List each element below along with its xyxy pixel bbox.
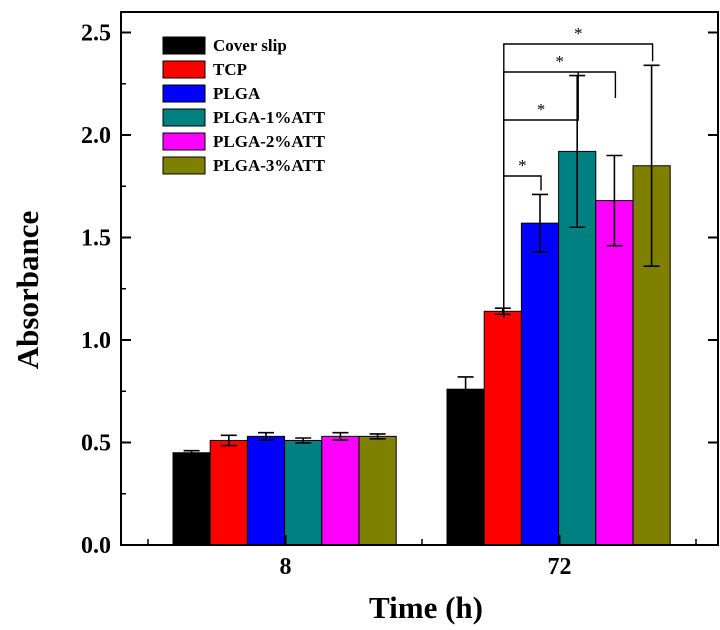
significance-star: * bbox=[555, 52, 564, 71]
significance-bracket: * bbox=[503, 24, 654, 318]
error-bar bbox=[532, 193, 548, 253]
significance-star: * bbox=[574, 24, 583, 43]
legend-label: PLGA-2%ATT bbox=[213, 132, 326, 151]
error-bar bbox=[220, 434, 237, 447]
significance-star: * bbox=[537, 100, 546, 119]
y-tick-label: 1.5 bbox=[81, 226, 111, 252]
bar-tcp-72 bbox=[483, 310, 522, 546]
bar-cover-slip-8 bbox=[172, 452, 211, 546]
error-bar bbox=[643, 64, 660, 268]
error-bar bbox=[258, 431, 274, 441]
error-bar bbox=[494, 307, 511, 316]
legend-label: PLGA bbox=[213, 84, 261, 103]
bar-plga-2-att-8 bbox=[321, 435, 360, 546]
legend-swatch bbox=[162, 108, 206, 127]
error-bar bbox=[183, 449, 200, 456]
plot-frame bbox=[120, 11, 719, 546]
y-tick-label: 0.5 bbox=[81, 431, 111, 457]
legend-label: Cover slip bbox=[213, 36, 287, 55]
bar-plga-1-att-8 bbox=[284, 439, 323, 546]
significance-brackets: * * * * bbox=[503, 24, 654, 318]
bars bbox=[172, 150, 671, 546]
x-tick-label-8: 8 bbox=[280, 554, 292, 580]
bar-plga-8 bbox=[246, 435, 286, 546]
legend-item-tcp: TCP bbox=[162, 60, 247, 79]
legend-swatch bbox=[162, 60, 206, 79]
x-tick-label-72: 72 bbox=[548, 554, 572, 580]
error-bars bbox=[183, 64, 660, 456]
bar-tcp-8 bbox=[209, 439, 248, 546]
legend: Cover slip TCP PLGA PLGA-1%ATT PLGA-2%ATT PLG… bbox=[162, 36, 326, 175]
legend-swatch bbox=[162, 36, 206, 55]
bar-cover-slip-72 bbox=[446, 388, 485, 546]
legend-label: PLGA-1%ATT bbox=[213, 108, 326, 127]
bracket-line bbox=[503, 43, 654, 318]
error-bar bbox=[569, 74, 586, 229]
significance-star: * bbox=[518, 156, 527, 175]
y-tick-label: 2.5 bbox=[81, 21, 111, 47]
error-bar bbox=[332, 431, 349, 441]
error-bar bbox=[457, 376, 474, 403]
y-tick-label: 2.0 bbox=[81, 123, 111, 149]
error-bar bbox=[369, 433, 386, 440]
legend-item-plga-2-att: PLGA-2%ATT bbox=[162, 132, 326, 151]
error-bar bbox=[606, 154, 623, 247]
legend-swatch bbox=[162, 84, 206, 103]
legend-item-plga: PLGA bbox=[162, 84, 261, 103]
bar-plga-3-att-8 bbox=[358, 435, 397, 546]
y-tick-label: 1.0 bbox=[81, 328, 111, 354]
legend-item-plga-1-att: PLGA-1%ATT bbox=[162, 108, 326, 127]
y-tick-label: 0.0 bbox=[81, 533, 111, 559]
legend-swatch bbox=[162, 156, 206, 175]
legend-item-plga-3-att: PLGA-3%ATT bbox=[162, 156, 326, 175]
axes: 0.0 0.5 1.0 1.5 2.0 2.5 8 72 bbox=[81, 11, 719, 580]
bar-plga-2-att-72 bbox=[595, 200, 634, 546]
legend-item-cover-slip: Cover slip bbox=[162, 36, 287, 55]
legend-label: PLGA-3%ATT bbox=[213, 156, 326, 175]
y-axis-title: Absorbance bbox=[10, 211, 45, 369]
bar-plga-72 bbox=[520, 222, 560, 546]
x-axis-title: Time (h) bbox=[369, 590, 483, 625]
error-bar bbox=[295, 437, 312, 444]
legend-label: TCP bbox=[213, 60, 247, 79]
legend-swatch bbox=[162, 132, 206, 151]
